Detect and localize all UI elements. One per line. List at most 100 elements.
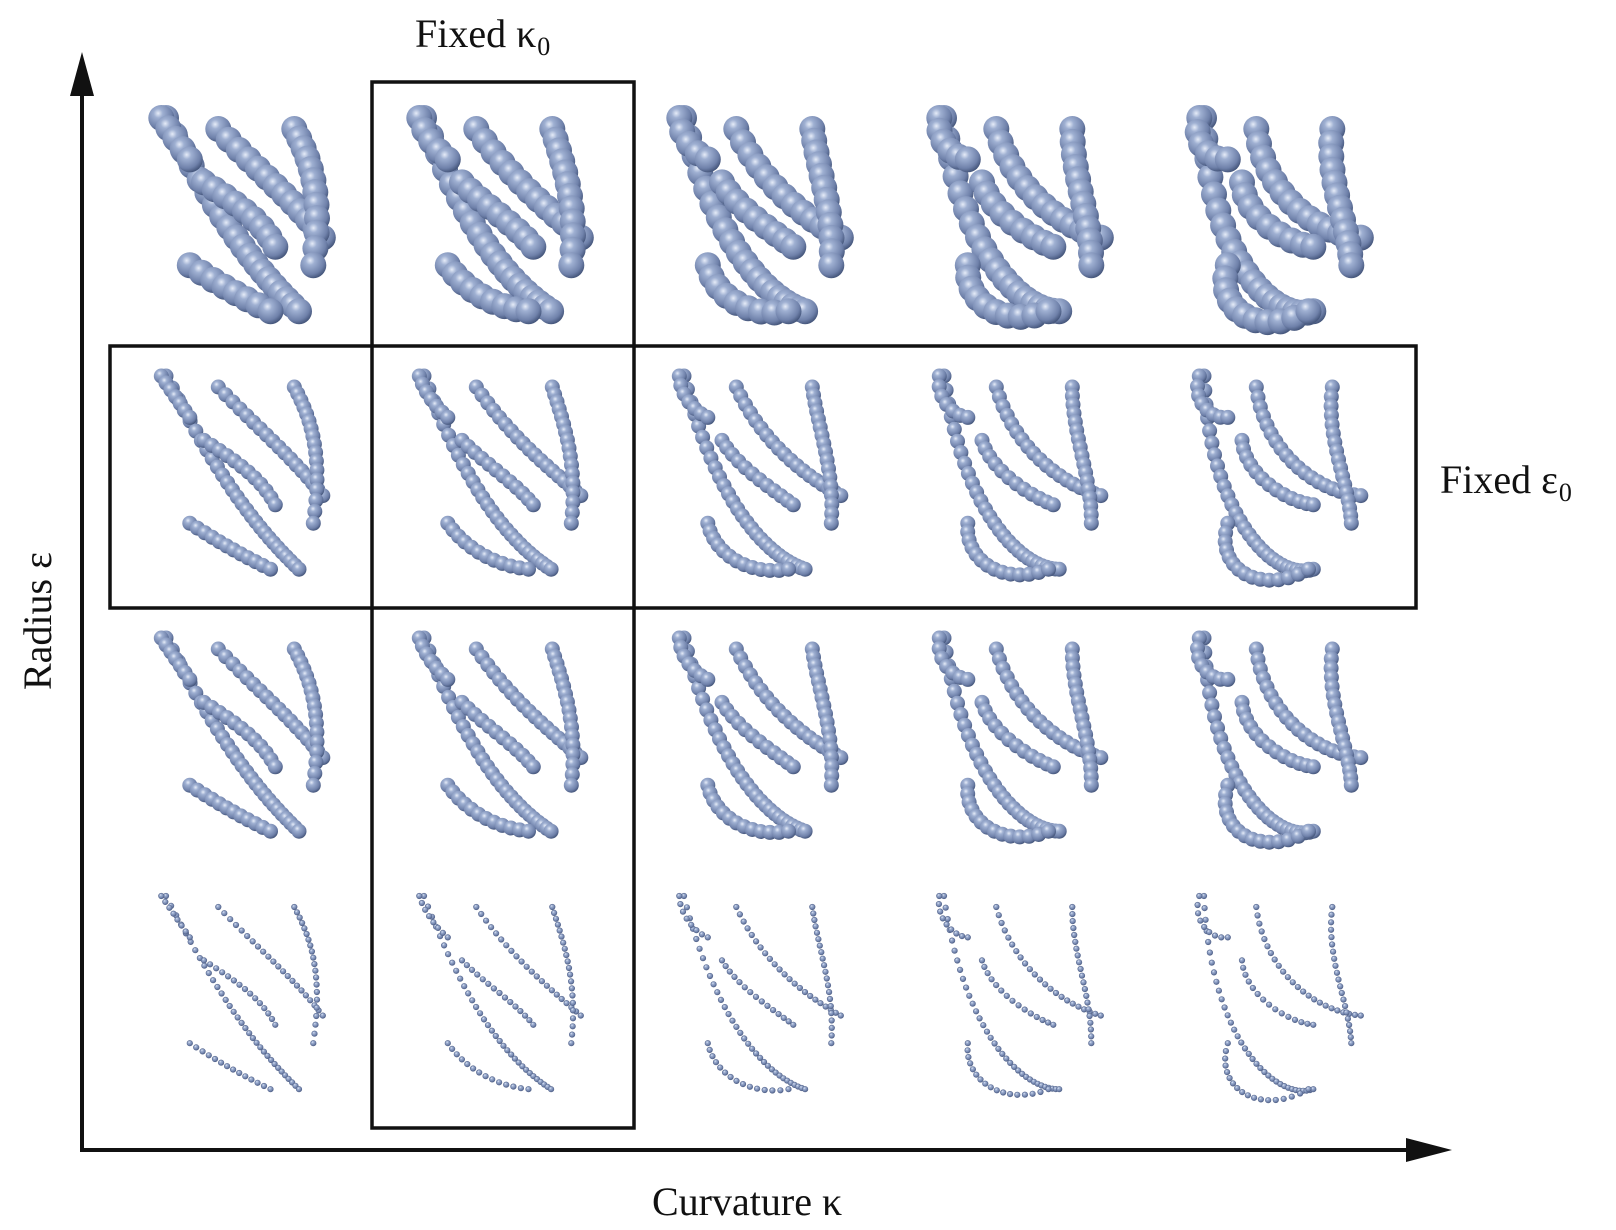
- sphere: [1250, 1094, 1258, 1101]
- sphere: [1009, 941, 1016, 948]
- sphere: [1328, 1005, 1335, 1012]
- sphere: [193, 1044, 200, 1051]
- sphere: [976, 1015, 983, 1022]
- sphere: [1206, 928, 1213, 936]
- fixed-epsilon-label: Fixed ε0: [1440, 457, 1572, 507]
- sphere: [568, 1031, 576, 1038]
- sphere: [1333, 969, 1341, 976]
- sphere: [1328, 941, 1336, 948]
- sphere: [813, 929, 821, 936]
- sphere: [1305, 1086, 1312, 1093]
- cluster-r4-c4: [935, 892, 1104, 1098]
- sphere: [760, 1058, 768, 1066]
- sphere: [503, 942, 510, 949]
- sphere: [721, 1003, 728, 1011]
- sphere: [210, 977, 217, 984]
- sphere: [1241, 1045, 1249, 1052]
- sphere: [1223, 1068, 1231, 1076]
- sphere: [310, 1040, 317, 1047]
- sphere: [776, 966, 783, 973]
- sphere: [483, 917, 490, 924]
- sphere: [746, 1083, 754, 1090]
- sphere: [265, 1010, 272, 1017]
- sphere: [1045, 1086, 1052, 1093]
- sphere: [761, 1086, 768, 1094]
- sphere: [1204, 697, 1220, 713]
- sphere: [422, 906, 429, 913]
- sphere: [305, 515, 321, 531]
- sphere: [704, 934, 711, 941]
- cluster-r4-c3: [676, 892, 844, 1094]
- sphere: [246, 1030, 253, 1037]
- sphere: [995, 1045, 1002, 1052]
- sphere: [458, 1056, 466, 1063]
- sphere: [268, 1015, 276, 1023]
- sphere: [722, 962, 729, 970]
- sphere: [510, 1083, 517, 1090]
- sphere: [1344, 1015, 1351, 1022]
- sphere: [449, 959, 456, 966]
- sphere: [828, 1010, 835, 1017]
- sphere: [1298, 1019, 1305, 1026]
- sphere: [1017, 954, 1024, 961]
- sphere: [236, 981, 243, 988]
- sphere: [1328, 911, 1335, 918]
- sphere: [1310, 1021, 1317, 1028]
- sphere: [507, 998, 514, 1006]
- sphere: [291, 903, 298, 911]
- sphere: [1328, 934, 1335, 941]
- sphere: [569, 992, 576, 999]
- sphere: [966, 992, 973, 999]
- sphere: [698, 931, 706, 938]
- sphere: [700, 671, 716, 687]
- sphere: [757, 944, 764, 951]
- sphere: [178, 922, 185, 929]
- sphere: [525, 497, 541, 513]
- sphere: [1074, 952, 1081, 959]
- sphere: [267, 759, 283, 775]
- sphere: [1086, 1012, 1093, 1020]
- sphere: [577, 1012, 584, 1019]
- sphere: [1087, 1019, 1094, 1026]
- sphere: [1253, 1060, 1260, 1067]
- sphere: [1088, 1040, 1095, 1047]
- sphere: [1051, 561, 1067, 577]
- sphere: [1345, 1021, 1353, 1029]
- sphere: [727, 1073, 734, 1081]
- sphere: [558, 252, 585, 279]
- cluster-r2-c2: [411, 368, 589, 577]
- sphere: [822, 968, 829, 975]
- sphere: [939, 915, 946, 922]
- sphere: [1085, 1006, 1092, 1013]
- sphere: [186, 934, 193, 941]
- sphere: [218, 1059, 225, 1066]
- sphere: [1322, 1002, 1329, 1009]
- sphere: [714, 989, 721, 996]
- sphere: [556, 927, 563, 934]
- sphere: [688, 921, 695, 929]
- sphere: [948, 937, 956, 944]
- sphere: [207, 961, 214, 968]
- sphere: [781, 561, 796, 577]
- x-axis-arrow-icon: [1406, 1138, 1452, 1162]
- sphere: [1003, 992, 1010, 1000]
- sphere: [1337, 983, 1344, 990]
- sphere: [473, 903, 480, 911]
- sphere: [563, 515, 579, 531]
- sphere: [1083, 992, 1090, 1000]
- sphere: [758, 998, 765, 1005]
- sphere: [982, 1080, 989, 1087]
- sphere: [439, 929, 447, 937]
- sphere: [1015, 1067, 1022, 1074]
- sphere: [978, 957, 986, 964]
- sphere: [825, 988, 833, 996]
- sphere: [993, 903, 1000, 911]
- sphere: [523, 963, 530, 970]
- sphere: [1040, 233, 1067, 260]
- sphere: [543, 982, 551, 989]
- sphere: [1218, 934, 1225, 941]
- sphere: [1353, 488, 1369, 504]
- sphere: [547, 1086, 555, 1093]
- sphere: [786, 976, 793, 983]
- sphere: [1249, 984, 1256, 992]
